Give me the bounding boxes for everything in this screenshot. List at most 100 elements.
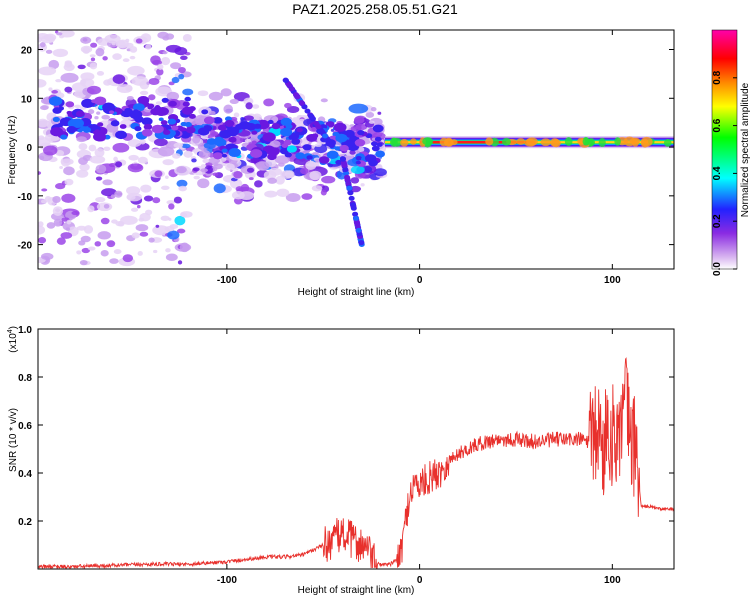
heatmap-cell [94,96,107,106]
heatmap-cell [330,128,335,132]
heatmap-cell [246,167,255,173]
heatmap-cell [50,127,64,137]
heatmap-cell [274,155,290,165]
heatmap-cell [143,195,154,202]
heatmap-cell [148,77,160,85]
heatmap-cell [52,116,60,123]
heatmap-cell [39,155,45,161]
snr-y-tick-label: 0.8 [18,373,32,384]
heatmap-ridge-lump [422,137,434,146]
heatmap-cell [103,146,111,152]
heatmap-cell [113,249,122,255]
heatmap-y-tick-label: 0 [26,143,32,154]
heatmap-cell [64,60,73,65]
heatmap-cell [312,151,319,156]
heatmap-cell [267,119,274,124]
heatmap-cell [243,115,254,121]
snr-x-tick-label: 0 [417,575,423,586]
heatmap-cell [161,56,171,66]
snr-y-axis-label: SNR (10 * v/v) [8,408,19,472]
heatmap-ridge-lump [400,138,409,147]
heatmap-cell [197,127,210,136]
heatmap-cell [182,33,192,42]
heatmap-cell [155,224,160,228]
heatmap-cell [52,206,64,216]
heatmap-cell [181,106,194,115]
heatmap-cell [223,104,233,114]
heatmap-cell [102,179,113,186]
heatmap-cell [212,152,223,160]
heatmap-cell [55,78,62,83]
heatmap-cell [245,102,253,110]
colorbar-gradient [711,29,738,270]
heatmap-cell [350,177,360,184]
heatmap-cell [306,133,318,142]
heatmap-cell [41,188,48,192]
heatmap-cell [109,258,119,264]
snr-x-tick-label: 100 [604,575,621,586]
heatmap-cell [349,185,362,193]
heatmap-cell [97,122,104,127]
heatmap-cell [53,218,63,227]
heatmap-cell [94,129,101,134]
heatmap-cell [376,142,383,147]
heatmap-cell [102,56,108,61]
heatmap-y-tick-label: 20 [21,46,33,57]
heatmap-cell [40,199,47,204]
heatmap-cell [311,185,323,192]
heatmap-cell [174,47,188,56]
heatmap-cell [370,141,378,147]
heatmap-cell [360,183,365,187]
heatmap-cell [263,115,279,123]
heatmap-cell [96,71,105,76]
heatmap-cell [155,105,161,109]
heatmap-cell [352,211,359,217]
heatmap-cell [301,193,313,200]
heatmap-cell [157,63,164,70]
heatmap-cell [315,124,322,130]
heatmap-cell [43,145,58,156]
heatmap-cell [81,247,91,254]
heatmap-cell [126,186,141,196]
heatmap-cell [65,227,71,231]
colorbar-tick-label: 0.0 [712,262,723,276]
heatmap-cell [262,132,276,142]
heatmap-cell [186,126,196,134]
heatmap-cell [358,146,365,153]
heatmap-cell [183,150,193,158]
heatmap-cell [197,90,209,97]
heatmap-x-tick-label: -100 [217,275,237,286]
heatmap-ridge-lump [640,136,653,147]
heatmap-cell [327,163,334,168]
heatmap-cell [38,78,47,88]
heatmap-cell [320,189,327,196]
heatmap-cell [136,204,141,209]
heatmap-cell [228,148,242,158]
heatmap-cell [94,116,99,120]
heatmap-cell [151,124,164,134]
heatmap-x-axis-label: Height of straight line (km) [298,287,415,298]
heatmap-cell [166,200,175,205]
heatmap-cell [97,231,111,240]
snr-y-tick-label: 0.6 [18,421,32,432]
heatmap-cell [348,103,369,114]
heatmap-cell [131,232,140,239]
snr-y-tick-label: 1.0 [18,325,32,336]
heatmap-cell [286,145,297,153]
heatmap-cell [221,148,228,153]
heatmap-cell [80,36,92,44]
heatmap-cell [95,197,106,203]
heatmap-cell [268,167,283,176]
heatmap-cell [347,190,354,196]
heatmap-cell [306,155,313,160]
heatmap-cell [248,177,254,181]
heatmap-cell [213,116,223,124]
heatmap-cell [38,135,45,141]
heatmap-cell [343,170,350,176]
heatmap-cell [145,209,153,216]
heatmap-cell [71,210,80,216]
heatmap-cell [160,185,170,190]
heatmap-cell [51,90,59,94]
heatmap-cell [304,108,311,114]
